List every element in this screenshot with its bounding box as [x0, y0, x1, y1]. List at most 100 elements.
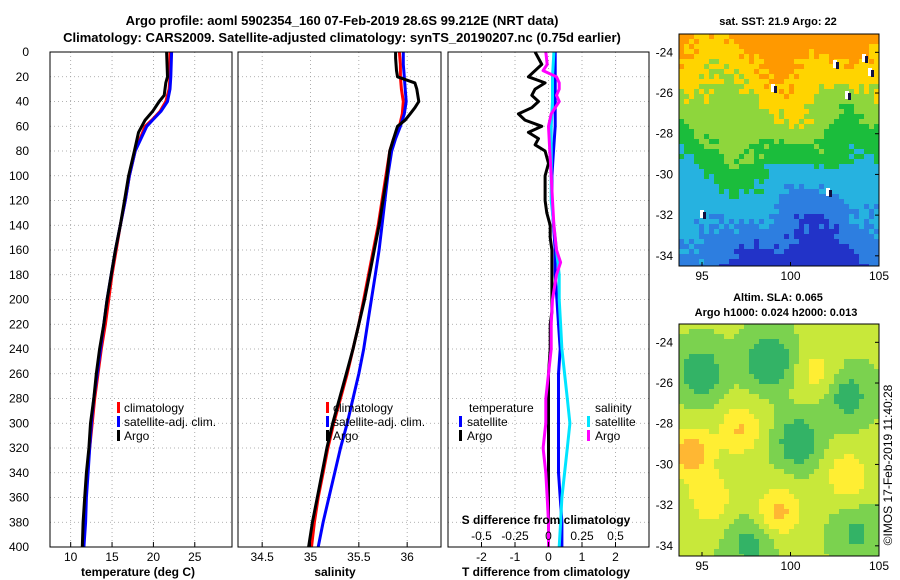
sst-cell — [714, 34, 720, 40]
sst-cell — [764, 154, 770, 160]
sst-cell — [769, 94, 775, 100]
sst-cell — [834, 119, 840, 125]
sla-cell — [719, 374, 725, 380]
sla-cell — [784, 444, 790, 450]
sst-cell — [809, 74, 815, 80]
sst-cell — [754, 94, 760, 100]
sla-cell — [814, 549, 820, 555]
sla-cell — [699, 354, 705, 360]
sst-cell — [779, 199, 785, 205]
sst-cell — [694, 39, 700, 45]
sla-cell — [679, 339, 685, 345]
sla-cell — [769, 474, 775, 480]
sla-cell — [794, 424, 800, 430]
sst-cell — [769, 204, 775, 210]
sst-cell — [724, 264, 730, 266]
sla-cell — [874, 544, 879, 550]
sla-cell — [709, 334, 715, 340]
sla-cell — [709, 369, 715, 375]
sst-cell — [684, 129, 690, 135]
sst-cell — [689, 224, 695, 230]
sst-cell — [749, 34, 755, 40]
sla-cell — [824, 324, 830, 330]
sst-cell — [744, 34, 750, 40]
sst-cell — [784, 179, 790, 185]
sla-cell — [689, 479, 695, 485]
sst-cell — [714, 154, 720, 160]
sst-cell — [859, 154, 865, 160]
sla-cell — [849, 389, 855, 395]
sla-cell — [754, 359, 760, 365]
sst-cell — [679, 44, 685, 50]
sst-cell — [779, 179, 785, 185]
sst-cell — [814, 69, 820, 75]
sst-cell — [874, 139, 879, 145]
sst-cell — [714, 174, 720, 180]
sst-cell — [719, 129, 725, 135]
sst-cell — [864, 44, 870, 50]
sla-cell — [759, 464, 765, 470]
sst-cell — [844, 249, 850, 255]
sst-cell — [734, 219, 740, 225]
sla-cell — [849, 409, 855, 415]
sst-cell — [714, 94, 720, 100]
sla-cell — [694, 459, 700, 465]
sst-cell — [724, 54, 730, 60]
sst-cell — [794, 224, 800, 230]
sst-cell — [834, 224, 840, 230]
sla-cell — [709, 494, 715, 500]
sst-cell — [779, 264, 785, 266]
sst-cell — [864, 149, 870, 155]
sst-cell — [759, 34, 765, 40]
sla-cell — [759, 369, 765, 375]
sst-cell — [874, 149, 879, 155]
sst-cell — [699, 79, 705, 85]
sla-cell — [779, 349, 785, 355]
sst-cell — [819, 109, 825, 115]
sla-cell — [794, 519, 800, 525]
sla-cell — [809, 504, 815, 510]
sst-cell — [779, 59, 785, 65]
sla-cell — [799, 539, 805, 545]
sst-cell — [849, 219, 855, 225]
sla-cell — [734, 534, 740, 540]
sst-cell — [684, 264, 690, 266]
sst-cell — [719, 244, 725, 250]
sst-cell — [779, 184, 785, 190]
sla-cell — [849, 429, 855, 435]
sla-cell — [689, 419, 695, 425]
sla-cell — [744, 484, 750, 490]
sla-cell — [709, 389, 715, 395]
sla-cell — [729, 514, 735, 520]
sla-cell — [854, 464, 860, 470]
sst-cell — [864, 159, 870, 165]
sla-cell — [749, 419, 755, 425]
sla-cell — [844, 524, 850, 530]
sla-cell — [829, 464, 835, 470]
sla-cell — [794, 384, 800, 390]
sst-cell — [794, 219, 800, 225]
sla-cell — [819, 369, 825, 375]
sst-cell — [829, 239, 835, 245]
sst-cell — [804, 84, 810, 90]
sst-cell — [824, 239, 830, 245]
sla-cell — [709, 459, 715, 465]
sst-cell — [749, 234, 755, 240]
sst-cell — [739, 164, 745, 170]
sst-cell — [794, 89, 800, 95]
sst-cell — [704, 144, 710, 150]
sst-cell — [824, 109, 830, 115]
temperature-xticks: 10 15 20 25 — [64, 542, 202, 564]
sst-cell — [759, 54, 765, 60]
legend-swatch-argo — [117, 430, 120, 441]
sst-cell — [684, 184, 690, 190]
sst-cell — [819, 169, 825, 175]
sst-cell — [714, 114, 720, 120]
sst-cell — [749, 209, 755, 215]
sst-cell — [874, 79, 879, 85]
sst-cell — [774, 94, 780, 100]
sst-cell — [864, 34, 870, 40]
sst-cell — [859, 149, 865, 155]
sla-cell — [834, 474, 840, 480]
sst-cell — [719, 174, 725, 180]
